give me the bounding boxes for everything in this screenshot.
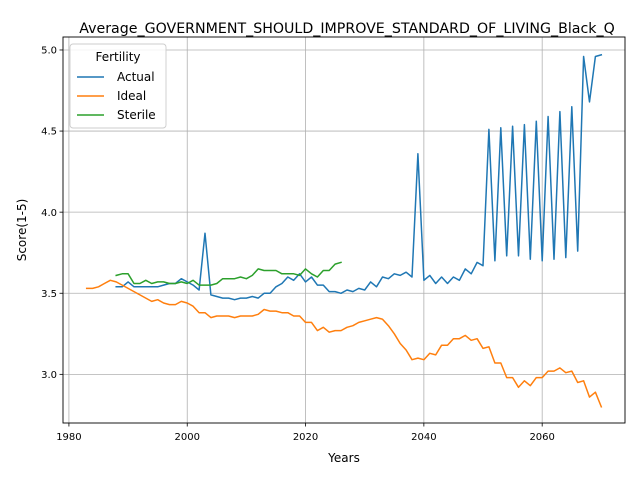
series-line-ideal <box>85 279 603 408</box>
axis-ticks: 1980 2000 2020 2040 2060 3.0 3.5 4.0 4.5 5.0 <box>41 46 555 443</box>
y-tick-label: 5.0 <box>41 46 57 57</box>
legend-title: Fertility <box>95 50 140 64</box>
legend-label-sterile: Sterile <box>117 108 156 122</box>
series-line-sterile <box>115 261 342 286</box>
legend-label-ideal: Ideal <box>117 89 146 103</box>
axes-frame <box>62 36 626 424</box>
legend-entries: Actual Ideal Sterile <box>77 70 156 122</box>
y-tick-label: 4.0 <box>41 208 57 219</box>
series-line-actual <box>115 53 603 301</box>
y-tick-label: 3.0 <box>41 370 57 381</box>
x-tick-label: 2060 <box>529 432 554 443</box>
y-axis-label: Score(1-5) <box>15 199 29 262</box>
plot-lines <box>85 53 603 408</box>
x-tick-label: 2040 <box>411 432 436 443</box>
y-tick-label: 4.5 <box>41 127 57 138</box>
x-tick-label: 2000 <box>175 432 200 443</box>
legend-box <box>69 43 167 129</box>
y-tick-label: 3.5 <box>41 289 57 300</box>
grid <box>63 37 625 423</box>
x-tick-label: 1980 <box>56 432 81 443</box>
x-axis-label: Years <box>327 451 360 465</box>
x-tick-label: 2020 <box>293 432 318 443</box>
legend: Fertility Actual Ideal Sterile <box>69 43 167 129</box>
chart-title: Average_GOVERNMENT_SHOULD_IMPROVE_STANDA… <box>79 21 615 37</box>
legend-label-actual: Actual <box>117 70 155 84</box>
